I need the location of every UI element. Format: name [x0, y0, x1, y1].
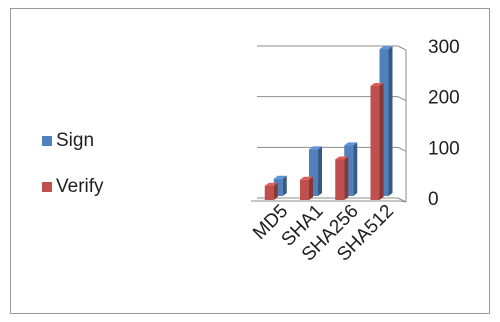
y-tick-label: 200 — [428, 88, 460, 109]
y-tick-label: 300 — [428, 37, 460, 58]
bar-side-sign-sha1 — [318, 146, 323, 196]
bar-sign-sha512 — [379, 49, 389, 196]
y-tick-label: 0 — [428, 189, 439, 210]
bar-top-verify-sha256 — [335, 156, 349, 160]
bar-sign-sha256 — [344, 145, 354, 196]
bar-sign-md5 — [273, 178, 283, 196]
legend-swatch-sign — [42, 136, 52, 146]
bar-verify-sha256 — [335, 159, 345, 200]
gridline-depth — [397, 146, 407, 152]
legend-label-verify: Verify — [56, 176, 104, 197]
bar-top-verify-md5 — [264, 182, 278, 186]
bar-side-verify-sha256 — [344, 156, 349, 200]
bar-side-verify-sha512 — [379, 83, 384, 200]
bar-side-verify-md5 — [273, 182, 278, 200]
bar-side-verify-sha1 — [309, 176, 314, 200]
bar-side-sign-md5 — [282, 175, 287, 196]
legend-item-verify: Verify — [42, 176, 104, 198]
y-axis: 0 100 200 300 — [405, 37, 460, 210]
bars — [264, 46, 393, 200]
bar-verify-sha1 — [300, 179, 310, 200]
floor-line — [251, 200, 407, 203]
gridline-depth — [397, 45, 407, 51]
y-tick-label: 100 — [428, 138, 460, 159]
bar-top-sign-sha1 — [309, 146, 323, 150]
chart-legend: Sign Verify — [42, 130, 104, 222]
gridline-depth — [397, 96, 407, 102]
bar-top-sign-md5 — [273, 175, 287, 179]
bar-top-verify-sha1 — [300, 176, 314, 180]
bar-verify-sha512 — [370, 86, 380, 200]
legend-swatch-verify — [42, 182, 52, 192]
legend-label-sign: Sign — [56, 130, 95, 151]
bar-side-sign-sha256 — [353, 142, 358, 196]
legend-item-sign: Sign — [42, 130, 104, 152]
bar-top-verify-sha512 — [370, 83, 384, 86]
bar-sign-sha1 — [309, 149, 319, 196]
bar-side-sign-sha512 — [388, 46, 393, 196]
chart-frame — [10, 8, 490, 314]
bar-verify-md5 — [264, 185, 274, 200]
bar-top-sign-sha256 — [344, 142, 358, 146]
bar-top-sign-sha512 — [379, 46, 393, 50]
